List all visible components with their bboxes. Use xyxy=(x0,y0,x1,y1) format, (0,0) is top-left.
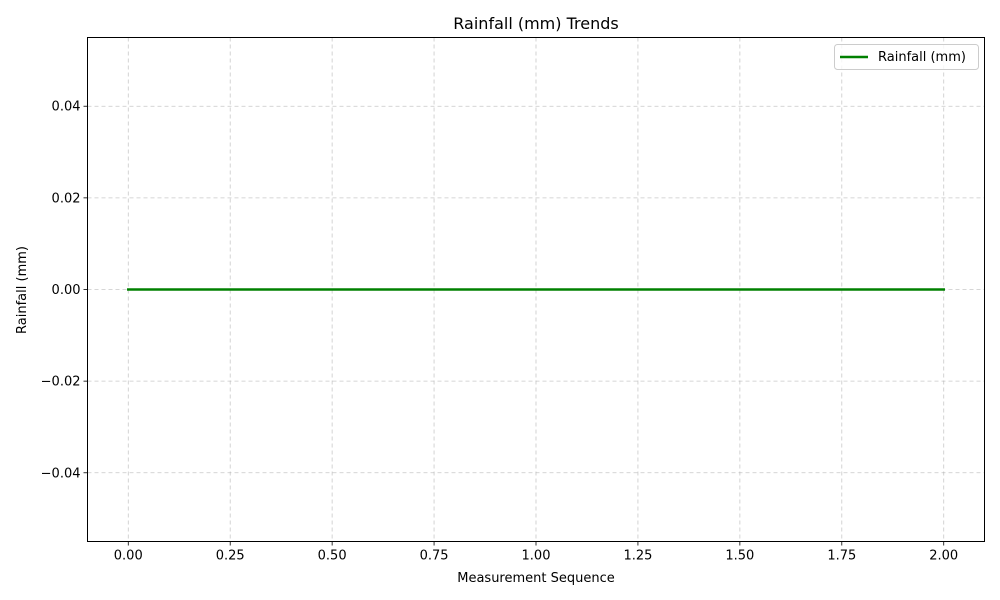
y-tick-label: −0.04 xyxy=(41,466,81,481)
y-tick-label: 0.02 xyxy=(52,191,81,206)
chart-title: Rainfall (mm) Trends xyxy=(453,14,618,33)
x-tick-label: 1.75 xyxy=(827,549,856,564)
x-tick-label: 0.50 xyxy=(318,549,347,564)
x-tick-label: 1.25 xyxy=(623,549,652,564)
y-axis-label: Rainfall (mm) xyxy=(15,246,30,334)
x-tick-label: 1.00 xyxy=(522,549,551,564)
y-tick-label: −0.02 xyxy=(41,375,81,390)
x-axis-label: Measurement Sequence xyxy=(457,571,615,586)
y-tick-label: 0.04 xyxy=(52,100,81,115)
legend-box xyxy=(834,44,979,70)
x-tick-label: 0.00 xyxy=(114,549,143,564)
x-tick-label: 0.25 xyxy=(216,549,245,564)
y-tick-label: 0.00 xyxy=(52,283,81,298)
y-axis-ticks: −0.04 −0.02 0.00 0.02 0.04 xyxy=(41,100,88,481)
x-tick-label: 1.50 xyxy=(725,549,754,564)
x-tick-label: 0.75 xyxy=(420,549,449,564)
legend-label-rainfall: Rainfall (mm) xyxy=(878,50,966,65)
x-axis-ticks: 0.00 0.25 0.50 0.75 1.00 1.25 1.50 1.75 2.00 xyxy=(114,541,958,564)
x-tick-label: 2.00 xyxy=(929,549,958,564)
legend: Rainfall (mm) xyxy=(834,44,979,70)
